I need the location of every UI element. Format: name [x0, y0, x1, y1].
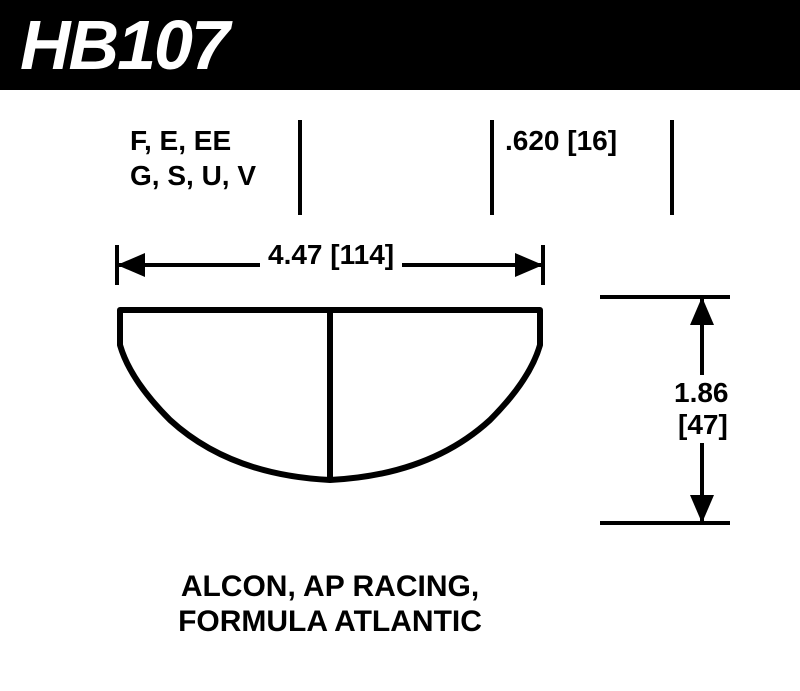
arrow-left-icon [117, 253, 145, 277]
height-dimension: 1.86 [47] [600, 295, 730, 525]
brake-pad-outline [110, 300, 550, 500]
height-value-inches: 1.86 [670, 375, 733, 411]
arrow-up-icon [690, 297, 714, 325]
spec-tick-1 [298, 120, 302, 215]
header-bar: HB107 [0, 0, 800, 90]
arrow-down-icon [690, 495, 714, 523]
compound-codes-line2: G, S, U, V [130, 160, 256, 192]
part-number: HB107 [20, 5, 228, 85]
application-line2: FORMULA ATLANTIC [80, 605, 580, 639]
diagram-area: F, E, EE G, S, U, V .620 [16] 4.47 [114]… [0, 90, 800, 691]
height-value-mm: [47] [674, 407, 732, 443]
compound-codes-line1: F, E, EE [130, 125, 231, 157]
application-line1: ALCON, AP RACING, [80, 570, 580, 604]
width-value: 4.47 [114] [260, 239, 402, 271]
width-dimension: 4.47 [114] [115, 245, 545, 285]
arrow-right-icon [515, 253, 543, 277]
spec-tick-3 [670, 120, 674, 215]
spec-tick-2 [490, 120, 494, 215]
thickness-value: .620 [16] [505, 125, 617, 157]
